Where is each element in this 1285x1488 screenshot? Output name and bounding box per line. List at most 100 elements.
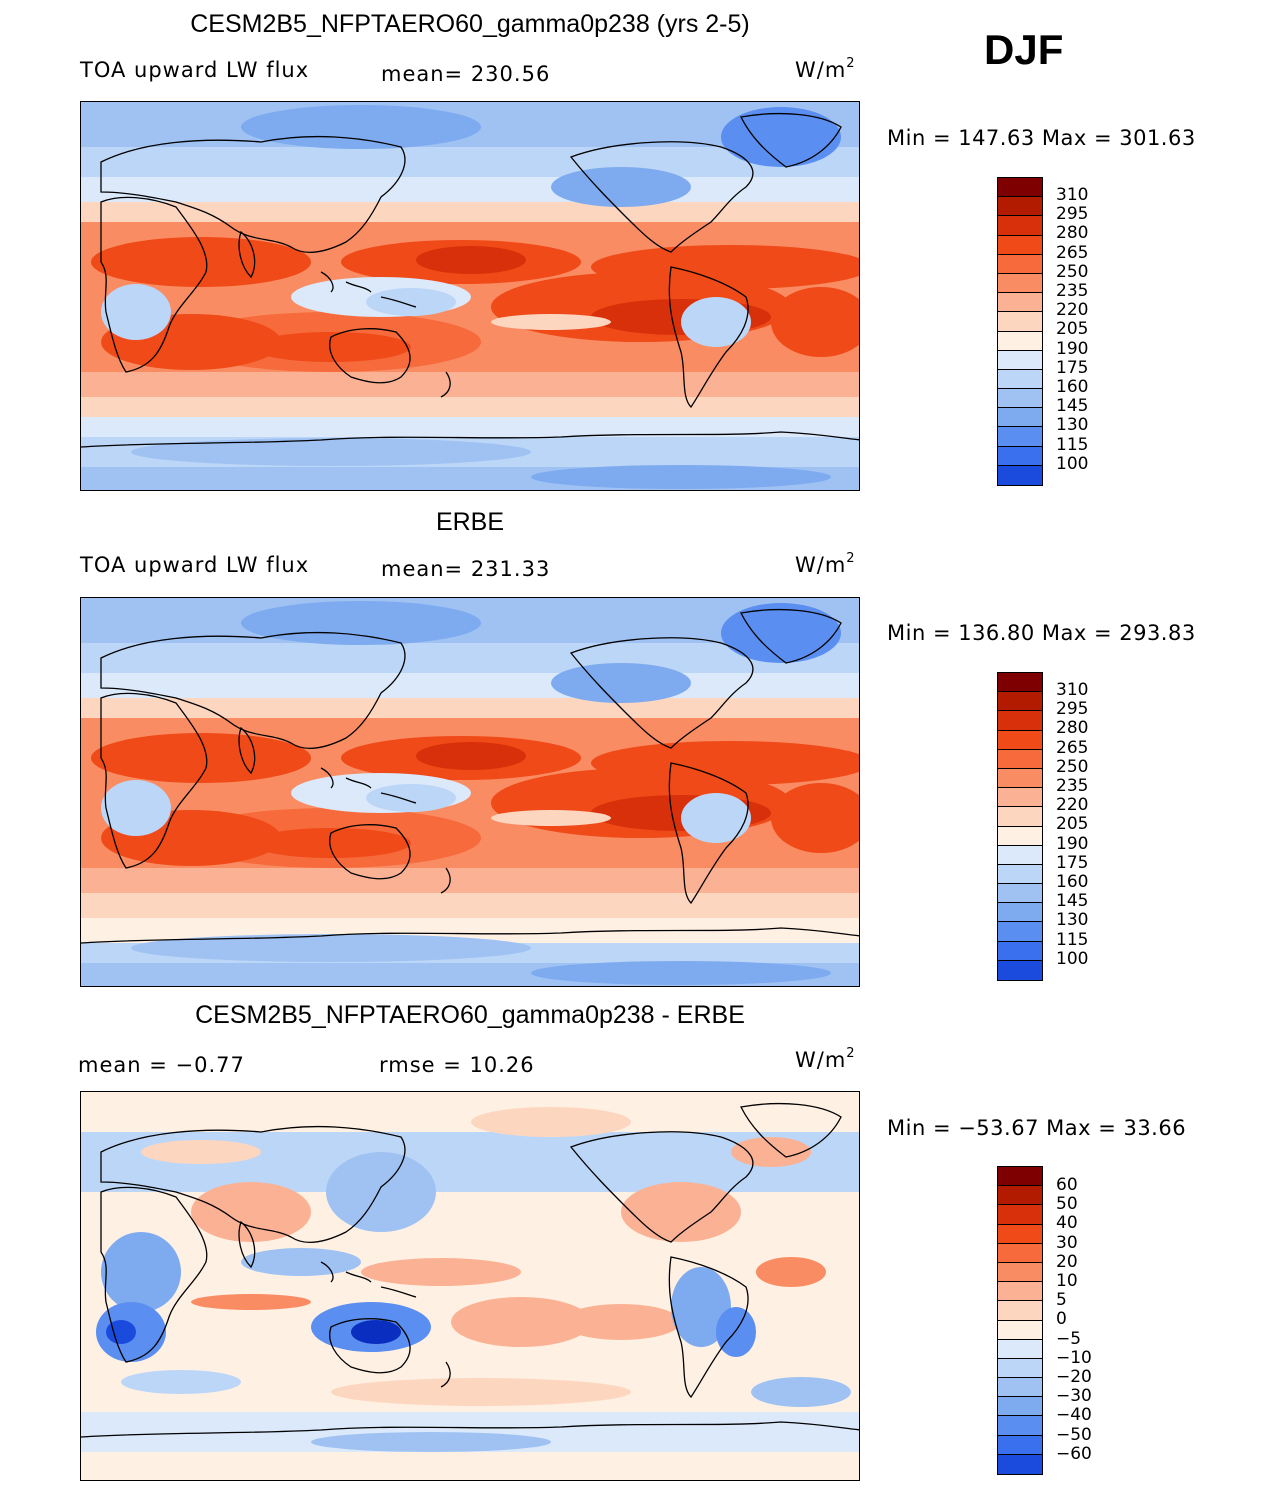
coastline: [100, 1125, 406, 1244]
colorbar-swatch: [998, 692, 1042, 712]
contour-region: [241, 105, 481, 149]
colorbar-tick-label: 145: [1056, 396, 1089, 417]
contour-region: [721, 107, 841, 167]
contour-region: [91, 237, 311, 287]
colorbar-swatch: [998, 293, 1042, 313]
colorbar-tick-label: 295: [1056, 204, 1089, 225]
panel-2-units: W/m2: [795, 551, 856, 577]
contour-region: [721, 603, 841, 663]
panel-2-minmax: Min = 136.80 Max = 293.83: [887, 621, 1196, 645]
colorbar-tick-label: 175: [1056, 357, 1089, 378]
contour-region: [106, 1320, 136, 1344]
contour-region: [681, 297, 751, 347]
colorbar-tick-label: 160: [1056, 377, 1089, 397]
contour-region: [121, 1370, 241, 1394]
contour-region: [471, 1107, 631, 1137]
panel-1-colorbar: [997, 177, 1043, 486]
contour-region: [191, 1294, 311, 1310]
colorbar-tick-label: 220: [1056, 300, 1089, 321]
colorbar-swatch: [998, 427, 1042, 447]
colorbar-tick-label: −5: [1056, 1328, 1082, 1349]
colorbar-swatch: [998, 1454, 1042, 1474]
colorbar-tick-label: 100: [1056, 948, 1089, 969]
colorbar-swatch: [998, 1301, 1042, 1321]
colorbar-swatch: [998, 254, 1042, 274]
coastline: [569, 141, 754, 253]
panel-2-field: [81, 598, 859, 986]
colorbar-swatch: [998, 1378, 1042, 1398]
colorbar-swatch: [998, 749, 1042, 769]
colorbar-tick-label: 190: [1056, 338, 1089, 359]
panel-3-field: [81, 1092, 859, 1480]
coastline: [569, 1131, 754, 1243]
coastline: [320, 271, 417, 308]
contour-region: [251, 332, 411, 362]
colorbar-swatch: [998, 884, 1042, 904]
colorbar-swatch: [998, 1320, 1042, 1340]
colorbar-swatch: [998, 1205, 1042, 1225]
contour-region: [771, 287, 859, 357]
colorbar-swatch: [998, 216, 1042, 236]
contour-region: [621, 1182, 741, 1242]
contour-region: [241, 1248, 361, 1276]
colorbar-tick-label: 235: [1056, 281, 1089, 301]
colorbar-tick-label: 280: [1056, 223, 1089, 244]
contour-region: [551, 167, 691, 207]
coastline: [740, 608, 842, 664]
coastline: [100, 135, 406, 254]
colorbar-swatch: [998, 845, 1042, 865]
colorbar-tick-label: 250: [1056, 261, 1089, 282]
contour-region: [366, 288, 456, 316]
coastline: [238, 726, 256, 775]
colorbar-tick-label: −10: [1056, 1347, 1092, 1368]
colorbar-swatch: [998, 1358, 1042, 1379]
colorbar-swatch: [998, 673, 1042, 693]
panel-2-variable: TOA upward LW flux: [80, 553, 310, 577]
contour-region: [331, 1378, 631, 1406]
coastline: [100, 692, 208, 869]
colorbar-tick-label: 310: [1056, 185, 1089, 205]
coastline: [320, 1261, 417, 1298]
colorbar-swatch: [998, 178, 1042, 198]
contour-region: [771, 783, 859, 853]
contour-region: [731, 1137, 811, 1167]
colorbar-tick-label: 40: [1056, 1213, 1078, 1234]
contour-region: [361, 1258, 521, 1286]
contour-region: [131, 438, 531, 466]
contour-region: [101, 284, 171, 340]
colorbar-tick-label: 10: [1056, 1271, 1078, 1291]
colorbar-swatch: [998, 903, 1042, 923]
coastline: [440, 371, 451, 398]
colorbar-swatch: [998, 960, 1042, 980]
colorbar-tick-label: 160: [1056, 872, 1089, 892]
colorbar-swatch: [998, 465, 1042, 485]
colorbar-tick-label: 190: [1056, 833, 1089, 854]
colorbar-tick-label: 205: [1056, 319, 1089, 340]
contour-region: [561, 1304, 681, 1340]
colorbar-tick-label: −20: [1056, 1367, 1092, 1387]
coastline: [81, 927, 859, 944]
colorbar-swatch: [998, 807, 1042, 827]
coastline: [100, 631, 406, 750]
contour-region: [366, 784, 456, 812]
coastline: [320, 767, 417, 804]
coastline: [100, 196, 208, 373]
colorbar-swatch: [998, 1282, 1042, 1302]
colorbar-swatch: [998, 768, 1042, 789]
contour-region: [311, 1432, 551, 1452]
colorbar-tick-label: 235: [1056, 776, 1089, 796]
coastline: [740, 112, 842, 168]
colorbar-tick-label: 130: [1056, 910, 1089, 931]
coastline: [81, 1421, 859, 1438]
colorbar-swatch: [998, 350, 1042, 370]
contour-region: [416, 246, 526, 274]
coastline: [569, 637, 754, 749]
panel-2-title: ERBE: [435, 508, 505, 536]
colorbar-swatch: [998, 826, 1042, 846]
contour-region: [531, 465, 831, 489]
colorbar-swatch: [998, 273, 1042, 294]
colorbar-swatch: [998, 941, 1042, 961]
coastline: [668, 762, 749, 905]
panel-1-variable: TOA upward LW flux: [80, 58, 310, 82]
coastline: [238, 230, 256, 279]
